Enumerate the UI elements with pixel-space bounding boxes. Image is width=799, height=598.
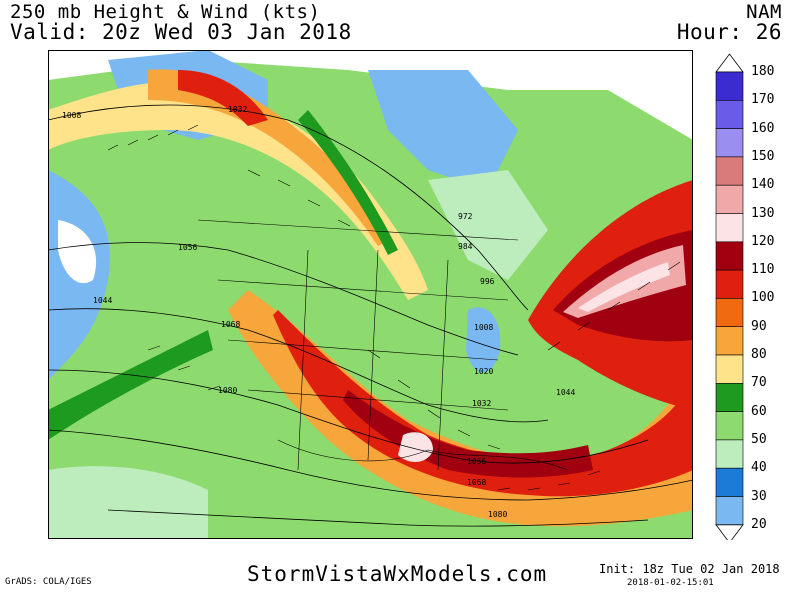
init-time: Init: 18z Tue 02 Jan 2018 [599, 562, 780, 576]
map-frame [48, 50, 693, 539]
contour-label: 1020 [474, 367, 493, 376]
calm-zone-west [58, 220, 97, 284]
wind-band-green-west [48, 330, 213, 440]
valid-time: Valid: 20z Wed 03 Jan 2018 [10, 20, 352, 44]
colorbar-cell [715, 184, 744, 214]
colorbar-cell [715, 326, 744, 356]
colorbar-tick-label: 20 [751, 516, 767, 532]
contour-label: 1008 [474, 323, 493, 332]
political-borders [197, 219, 569, 471]
colorbar-cell [715, 241, 744, 271]
colorbar-cell [715, 156, 744, 186]
colorbar-cell [715, 99, 744, 129]
jet-north-orange [148, 69, 388, 247]
contour-label: 1044 [93, 296, 112, 305]
colorbar-tick-label: 70 [751, 375, 767, 391]
colorbar-cell [715, 467, 744, 497]
wind-speed-colorbar [715, 53, 744, 540]
wind-band-blue-canada [368, 70, 518, 190]
contour-label: 1080 [218, 386, 237, 395]
contour-label: 1032 [472, 399, 491, 408]
wind-band-light-green [48, 60, 693, 539]
contour-label: 1056 [467, 457, 486, 466]
colorbar-cell [715, 298, 744, 327]
grads-credit: GrADS: COLA/IGES [5, 577, 92, 587]
contour-label: 1056 [178, 243, 197, 252]
colorbar-cell [715, 213, 744, 243]
colorbar-top-arrow [715, 53, 744, 73]
site-watermark: StormVistaWxModels.com [247, 562, 548, 586]
colorbar-tick-label: 120 [751, 233, 775, 249]
height-contours [48, 104, 693, 527]
colorbar-tick-label: 130 [751, 205, 775, 221]
colorbar-tick-label: 50 [751, 431, 767, 447]
colorbar-tick-label: 160 [751, 120, 775, 136]
colorbar-cell [715, 71, 744, 101]
jet-core-southwest [398, 432, 433, 462]
colorbar-tick-label: 170 [751, 92, 775, 108]
wind-band-pale-green [428, 170, 548, 280]
contour-label: 996 [480, 277, 495, 286]
colorbar-tick-label: 150 [751, 148, 775, 164]
colorbar-tick-label: 110 [751, 262, 775, 278]
map-title: 250 mb Height & Wind (kts) [10, 1, 321, 23]
contour-label: 1008 [62, 111, 81, 120]
wind-band-pale-south [48, 466, 208, 539]
colorbar-cell [715, 411, 744, 441]
colorbar-tick-label: 60 [751, 403, 767, 419]
contour-label: 1080 [488, 510, 507, 519]
run-timestamp: 2018-01-02-15:01 [627, 578, 714, 588]
colorbar-bottom-arrow [715, 524, 744, 540]
colorbar-cell [715, 496, 744, 526]
contour-label: 972 [458, 212, 473, 221]
contour-label: 1032 [228, 105, 247, 114]
colorbar-tick-label: 80 [751, 347, 767, 362]
colorbar-cell [715, 354, 744, 384]
colorbar-tick-label: 90 [751, 318, 767, 334]
colorbar-cell [715, 128, 744, 158]
colorbar-tick-label: 100 [751, 290, 775, 306]
colorbar-tick-label: 180 [751, 64, 775, 79]
contour-label: 984 [458, 242, 473, 251]
forecast-hour: Hour: 26 [676, 20, 782, 44]
colorbar-cell [715, 439, 744, 469]
contour-label: 1068 [221, 320, 240, 329]
wind-band-blue-ohio [466, 307, 501, 373]
wind-barbs [107, 124, 681, 491]
model-name: NAM [746, 1, 782, 23]
colorbar-cell [715, 269, 744, 299]
wind-height-map: 1008 1032 1056 1044 1068 1080 972 984 99… [48, 50, 693, 539]
colorbar-tick-label: 40 [751, 460, 767, 476]
jet-south-darkred [343, 390, 593, 478]
jet-north-red [178, 70, 268, 126]
colorbar-tick-label: 140 [751, 177, 775, 193]
jet-south-red [273, 310, 693, 497]
contour-label: 1068 [467, 478, 486, 487]
colorbar-tick-label: 30 [751, 488, 767, 504]
wind-band-green-canada [298, 110, 398, 255]
contour-label: 1044 [556, 388, 575, 397]
jet-core-east [578, 262, 670, 312]
colorbar-cell [715, 382, 744, 412]
